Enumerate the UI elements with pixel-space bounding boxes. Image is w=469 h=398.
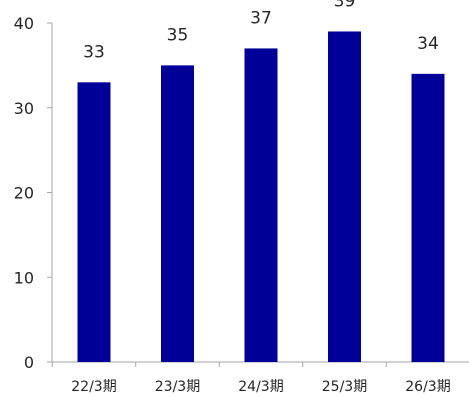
data-labels: 33 35 37 39 34: [83, 0, 439, 62]
bar: [328, 31, 361, 362]
x-tick-label: 22/3期: [71, 379, 116, 395]
x-tick-label: 26/3期: [405, 379, 450, 395]
bar: [77, 82, 111, 362]
bar: [161, 65, 194, 362]
bar: [411, 73, 445, 362]
y-tick-label: 30: [14, 99, 34, 118]
y-tick-label: 0: [24, 353, 34, 372]
y-axis: 0 10 20 30 40: [14, 14, 53, 372]
data-label: 35: [167, 25, 189, 45]
y-tick-label: 10: [14, 268, 34, 287]
data-label: 39: [334, 0, 356, 11]
data-label: 34: [417, 34, 439, 54]
y-tick-label: 20: [14, 184, 34, 203]
x-tick-label: 24/3期: [238, 379, 283, 395]
data-label: 33: [83, 42, 105, 62]
data-label: 37: [250, 8, 272, 28]
x-axis: 22/3期 23/3期 24/3期 25/3期 26/3期: [51, 361, 469, 395]
x-tick-label: 23/3期: [155, 379, 200, 395]
bar-series: [77, 31, 445, 363]
bar: [244, 48, 278, 363]
x-tick-label: 25/3期: [322, 379, 367, 395]
y-tick-label: 40: [14, 14, 34, 33]
